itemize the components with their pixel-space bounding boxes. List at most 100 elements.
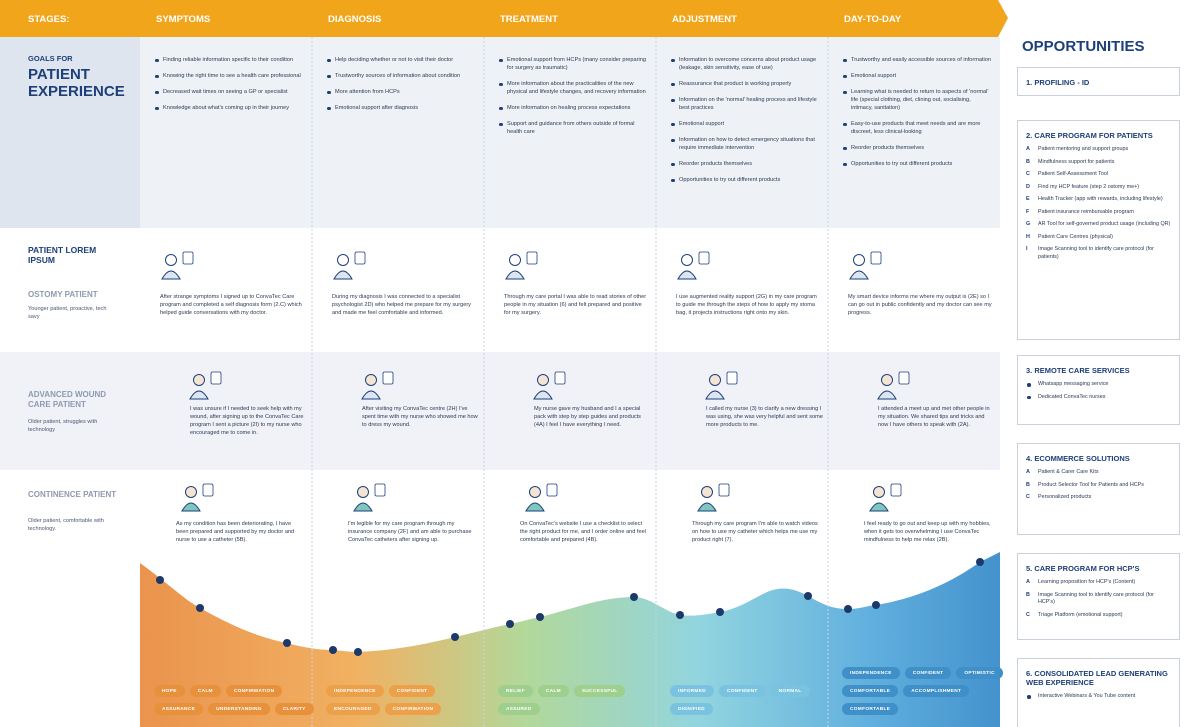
goals-label-main: PATIENT EXPERIENCE [28,66,125,100]
emotion-tags: INDEPENDENCE CONFIDENT OPTIMISTIC COMFORTAB… [842,667,1010,715]
avatars [161,251,910,512]
opportunity-letter: A [1026,469,1030,475]
bullet [1026,394,1038,402]
opportunity-text: Image Scanning tool to identify care pro… [1038,246,1154,260]
persona-name: CONTINENCE PATIENT [28,490,117,499]
emotion-tag: CLARITY [274,703,314,715]
emotion-tags: RELIEF CALM SUCCESSFUL ASSURED [498,685,666,715]
persona-description: Older patient, struggles with technology [28,419,98,433]
goal-item: More information about the practicalitie… [499,80,647,96]
emotion-tag: CONFIRMATION [384,703,442,715]
goal-item: Emotional support after diagnosis [327,104,475,112]
goal-item: More attention from HCPs [327,88,475,96]
opportunity-item: B Mindfulness support for patients [1026,159,1171,167]
emotion-tag: ENCOURAGED [326,703,380,715]
goal-item: Knowledge about what's coming up in thei… [155,104,303,112]
emotion-tag: UNDERSTANDING [208,703,270,715]
emotion-tag: RELIEF [498,685,533,697]
opportunity-item: C Personalized products [1026,494,1171,502]
stages-header [0,0,1008,37]
emotion-tag: ASSURANCE [154,703,204,715]
opportunity-heading: 1. PROFILING - ID [1026,78,1090,87]
opportunity-item: B Product Selector Tool for Patients and … [1026,482,1171,490]
opportunity-letter: D [1026,183,1030,190]
emotion-tag: HOPE [154,685,185,697]
opportunity-heading: 6. CONSOLIDATED LEAD GENERATING WEB EXPE… [1026,669,1168,687]
goals-label-top: GOALS FOR [28,54,73,63]
opportunity-text: Dedicated ConvaTec nurses [1038,393,1106,400]
emotion-tag: CONFIDENT [718,685,766,697]
opportunity-item: D Find my HCP feature (step 2 ostomy me+) [1026,184,1171,192]
goal-item: Information on the 'normal' healing proc… [671,96,819,112]
opportunity-box: 4. ECOMMERCE SOLUTIONS A Patient & Carer C… [1017,443,1180,535]
emotion-tag: CALM [189,685,221,697]
bullet [1026,693,1038,701]
persona-name: OSTOMY PATIENT [28,290,98,299]
goal-item: Decreased wait times on seeing a GP or s… [155,88,303,96]
opportunity-heading: 5. CARE PROGRAM FOR HCP'S [1026,564,1140,573]
emotion-tags: HOPE CALM CONFIRMATION ASSURANCE UNDERSTANDI… [154,685,322,715]
emotion-tag: DIGNIFIED [670,703,713,715]
emotion-tag: NORMAL [770,685,810,697]
story: Through my care program I'm able to watc… [692,521,818,543]
opportunity-item: H Patient Care Centres (physical) [1026,234,1171,242]
opportunity-text: Patient Self-Assessment Tool [1038,171,1109,177]
stage-label: DAY-TO-DAY [844,14,902,25]
emotion-tag: CONFIRMATION [225,685,283,697]
opportunity-item: Dedicated ConvaTec nurses [1026,394,1171,402]
opportunity-item: C Patient Self-Assessment Tool [1026,171,1171,179]
opportunities-title: OPPORTUNITIES [1022,38,1145,55]
goal-list: Help deciding whether or not to visit th… [327,56,475,120]
opportunity-box: 1. PROFILING - ID [1017,67,1180,96]
emotion-tag: CALM [537,685,569,697]
story: I'm legible for my care program through … [348,521,472,543]
emotion-tag: INDEPENDENCE [326,685,384,697]
goal-item: Information to overcome concerns about p… [671,56,819,72]
goal-item: More information on healing process expe… [499,104,647,112]
stage-label: DIAGNOSIS [328,14,382,25]
story: I attended a meet up and met other peopl… [878,406,990,428]
opportunity-item: F Patient insurance reimbursable program [1026,209,1171,217]
emotion-tag: INFORMED [670,685,714,697]
opportunity-text: Patient & Carer Care Kits [1038,469,1099,475]
goal-item: Information on how to detect emergency s… [671,136,819,152]
opportunity-letter: B [1026,591,1030,598]
opportunity-item: I Image Scanning tool to identify care pr… [1026,246,1171,261]
opportunity-text: Product Selector Tool for Patients and H… [1038,481,1144,488]
opportunity-text: Interactive Webinars & You Tube content [1038,693,1136,699]
opportunity-item: B Image Scanning tool to identify care pr… [1026,592,1171,607]
stage-dividers [311,37,829,727]
goal-item: Opportunities to try out different produ… [671,176,819,184]
emotion-tag: COMFORTABLE [842,685,899,697]
goal-item: Knowing the right time to see a health c… [155,72,303,80]
emotion-wave [140,552,1000,727]
story: On ConvaTec's website I use a checklist … [520,521,646,543]
opportunity-letter: E [1026,196,1030,202]
stage-label: TREATMENT [500,14,558,25]
emotion-tag: INDEPENDENCE [842,667,900,679]
opportunity-text: Patient mentoring and support groups [1038,146,1129,152]
goals-band [0,37,1000,228]
opportunity-text: AR Tool for self-governed product usage … [1038,221,1171,227]
emotion-tag: SUCCESSFUL [573,685,626,697]
goal-item: Easy-to-use products that meet needs and… [843,120,991,136]
opportunity-heading: 2. CARE PROGRAM FOR PATIENTS [1026,131,1153,140]
opportunity-box: 2. CARE PROGRAM FOR PATIENTS A Patient men… [1017,120,1180,340]
goal-item: Trustworthy sources of information about… [327,72,475,80]
stage-label: SYMPTOMS [156,14,211,25]
opportunity-box: 3. REMOTE CARE SERVICES Whatsapp messagin… [1017,355,1180,425]
persona-heading: PATIENT LOREM IPSUM [28,245,97,265]
story: After visiting my ConvaTec centre (2H) I… [362,406,478,428]
story: I called my nurse (3) to clarify a new d… [706,406,823,428]
goal-item: Reassurance that product is working prop… [671,80,819,88]
goal-item: Emotional support [843,72,991,80]
goal-item: Reorder products themselves [671,160,819,168]
opportunity-letter: A [1026,579,1030,585]
persona-band [0,352,1000,470]
opportunity-letter: H [1026,233,1030,240]
opportunity-box: 6. CONSOLIDATED LEAD GENERATING WEB EXPE… [1017,658,1180,727]
opportunity-text: Image Scanning tool to identify care pro… [1038,591,1154,606]
opportunity-letter: B [1026,158,1030,165]
goal-list: Information to overcome concerns about p… [671,56,819,192]
